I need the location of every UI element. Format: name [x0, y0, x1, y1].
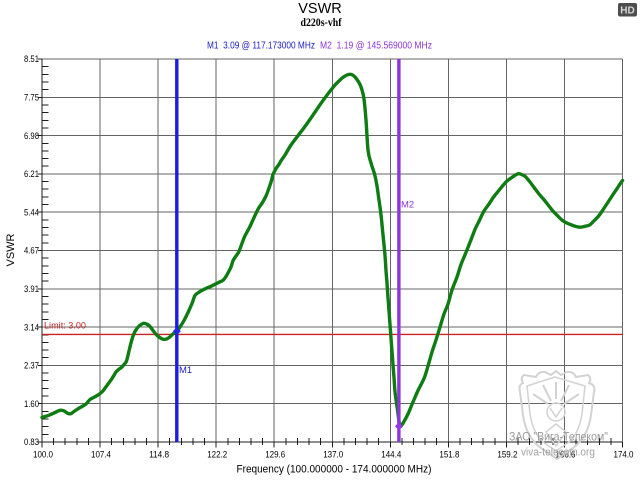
- svg-text:144.4: 144.4: [381, 449, 401, 459]
- svg-text:159.2: 159.2: [497, 449, 517, 459]
- svg-text:0.83: 0.83: [24, 437, 39, 447]
- svg-text:M1 3.09 @ 117.173000 MHz: M1 3.09 @ 117.173000 MHz: [207, 41, 315, 52]
- svg-text:6.21: 6.21: [24, 169, 39, 179]
- svg-text:100.0: 100.0: [33, 449, 53, 459]
- svg-text:174.0: 174.0: [614, 449, 634, 459]
- svg-text:114.8: 114.8: [149, 449, 169, 459]
- svg-text:Limit: 3.00: Limit: 3.00: [44, 321, 86, 331]
- svg-text:d220s-vhf: d220s-vhf: [301, 17, 342, 29]
- svg-text:M1: M1: [179, 365, 192, 376]
- svg-text:Frequency (100.000000 - 174.00: Frequency (100.000000 - 174.000000 MHz): [237, 464, 432, 476]
- svg-text:2.37: 2.37: [24, 361, 39, 371]
- svg-text:5.44: 5.44: [24, 207, 39, 217]
- svg-text:4.67: 4.67: [24, 246, 39, 256]
- svg-text:7.75: 7.75: [24, 93, 39, 103]
- svg-text:3.91: 3.91: [24, 284, 39, 294]
- svg-text:151.8: 151.8: [439, 449, 459, 459]
- svg-text:M2: M2: [401, 200, 414, 211]
- svg-text:6.98: 6.98: [24, 131, 39, 141]
- svg-text:137.0: 137.0: [323, 449, 343, 459]
- svg-text:HD: HD: [620, 6, 634, 17]
- svg-text:VSWR: VSWR: [5, 233, 17, 266]
- svg-text:viva-telecom.org: viva-telecom.org: [521, 447, 595, 459]
- svg-text:3.14: 3.14: [24, 322, 39, 332]
- svg-text:ЗАО "Вига-Телеком": ЗАО "Вига-Телеком": [509, 430, 608, 444]
- svg-text:8.51: 8.51: [24, 54, 39, 64]
- svg-text:129.6: 129.6: [265, 449, 285, 459]
- svg-text:M2 1.19 @ 145.569000 MHz: M2 1.19 @ 145.569000 MHz: [320, 41, 432, 52]
- svg-text:1.60: 1.60: [24, 399, 39, 409]
- svg-text:VSWR: VSWR: [298, 1, 342, 17]
- svg-text:122.2: 122.2: [207, 449, 227, 459]
- svg-text:107.4: 107.4: [91, 449, 111, 459]
